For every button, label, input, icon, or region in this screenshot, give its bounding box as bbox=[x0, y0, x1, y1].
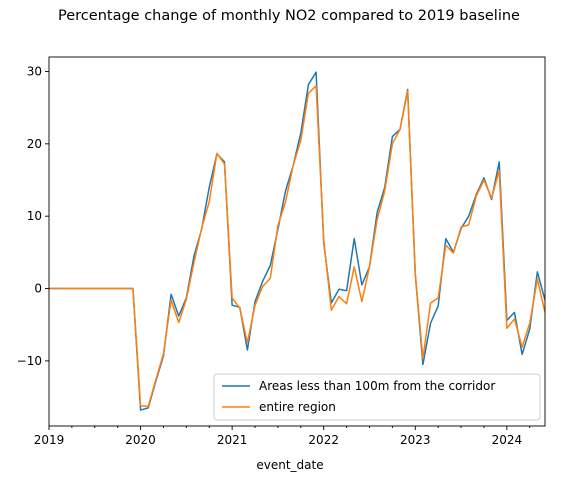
x-tick-label: 2023 bbox=[400, 433, 431, 447]
x-axis-label: event_date bbox=[256, 458, 323, 472]
legend-entry-1: Areas less than 100m from the corridor bbox=[259, 379, 495, 393]
x-tick-label: 2020 bbox=[125, 433, 156, 447]
legend: Areas less than 100m from the corridor en… bbox=[213, 373, 541, 421]
y-tick-label: −10 bbox=[17, 354, 42, 368]
plot-frame bbox=[48, 56, 546, 427]
y-tick-label: 20 bbox=[27, 137, 42, 151]
axes-layer: −10 0 10 20 30 2019 2020 2021 2022 2023 2024 event_… bbox=[17, 56, 546, 472]
x-tick-label: 2021 bbox=[217, 433, 248, 447]
x-tick-label: 2022 bbox=[308, 433, 339, 447]
y-tick-label: 30 bbox=[27, 64, 42, 78]
x-tick-label: 2019 bbox=[34, 433, 65, 447]
y-tick-label: 10 bbox=[27, 209, 42, 223]
chart-title: Percentage change of monthly NO2 compare… bbox=[58, 8, 520, 24]
series-layer bbox=[49, 71, 545, 411]
legend-entry-2: entire region bbox=[259, 400, 336, 414]
series-line-2 bbox=[49, 85, 545, 408]
legend-box bbox=[213, 373, 541, 421]
x-tick-label: 2024 bbox=[492, 433, 523, 447]
y-tick-label: 0 bbox=[34, 282, 42, 296]
series-line-1 bbox=[49, 71, 545, 411]
